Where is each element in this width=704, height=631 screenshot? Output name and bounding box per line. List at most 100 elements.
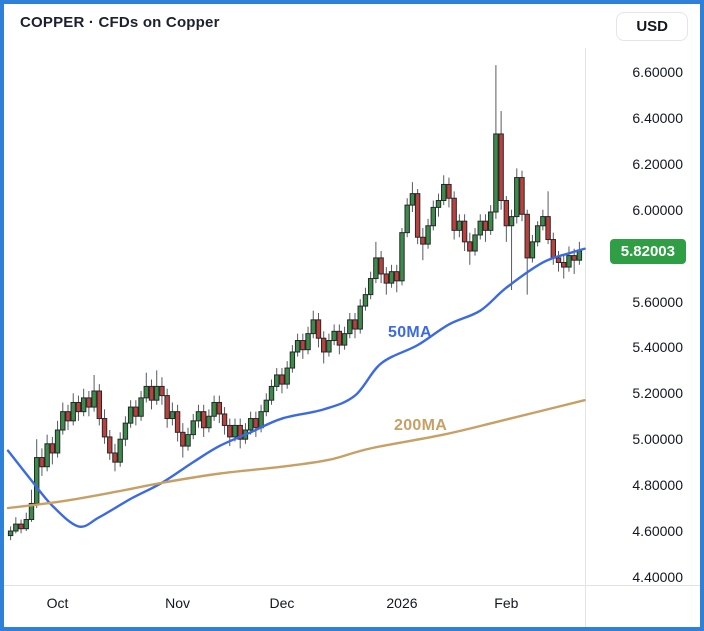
- candle-down: [96, 390, 103, 420]
- candle-up: [169, 411, 176, 420]
- candle-down: [555, 257, 562, 263]
- candle-up: [7, 530, 14, 537]
- candle-up: [154, 385, 160, 401]
- candle-up: [326, 340, 332, 353]
- page-title: COPPER · CFDs on Copper: [20, 14, 220, 31]
- candle-up: [294, 340, 301, 353]
- price-tick-label: 5.00000: [632, 431, 683, 448]
- candle-down: [519, 177, 525, 215]
- price-tick-label: 6.40000: [632, 109, 683, 126]
- candle-up: [28, 502, 35, 521]
- candle-up: [34, 457, 40, 504]
- candle-up: [13, 523, 19, 532]
- candle-down: [446, 183, 452, 199]
- price-axis[interactable]: 6.60000 6.40000 6.20000 6.00000 5.60000 5.400…: [586, 0, 704, 585]
- candle-down: [467, 241, 473, 252]
- candle-up: [70, 401, 76, 422]
- candle-down: [482, 220, 489, 231]
- candle-down: [451, 197, 457, 231]
- candle-up: [435, 200, 442, 208]
- candle-down: [253, 418, 259, 429]
- candle-down: [300, 340, 306, 351]
- candle-up: [425, 225, 431, 245]
- candle-down: [18, 523, 24, 530]
- time-axis[interactable]: Oct Nov Dec 2026 Feb: [0, 593, 704, 619]
- candle-down: [221, 413, 228, 426]
- candle-up: [404, 204, 410, 234]
- candle-down: [545, 216, 551, 241]
- candle-up: [117, 438, 123, 463]
- candle-down: [216, 401, 223, 415]
- candle-down: [75, 401, 82, 413]
- candle-down: [414, 193, 421, 238]
- candle-up: [347, 319, 353, 335]
- price-tick-label: 6.20000: [632, 155, 683, 172]
- candle-down: [159, 385, 165, 397]
- candle-down: [86, 397, 92, 408]
- candle-up: [477, 220, 483, 236]
- candle-down: [180, 431, 186, 447]
- ma-200-label: 200MA: [394, 417, 448, 434]
- candle-up: [247, 418, 254, 431]
- candle-up: [310, 319, 316, 335]
- ma-200-line: [6, 398, 586, 510]
- candle-down: [352, 319, 358, 330]
- price-tick-label: 6.60000: [632, 64, 683, 80]
- price-tick-label: 5.60000: [632, 293, 683, 310]
- candle-up: [529, 241, 536, 259]
- candle-down: [107, 436, 113, 454]
- candle-down: [237, 424, 243, 440]
- candle-down: [550, 239, 556, 259]
- candle-down: [461, 220, 468, 243]
- candle-down: [383, 273, 390, 284]
- candle-up: [493, 133, 499, 213]
- candle-down: [174, 411, 181, 433]
- candle-up: [409, 193, 416, 206]
- candle-up: [534, 225, 541, 243]
- candle-down: [49, 443, 56, 454]
- candle-down: [378, 257, 384, 275]
- candle-up: [508, 216, 515, 227]
- candle-up: [211, 401, 217, 417]
- ma-50-line: [6, 247, 586, 528]
- candle-down: [227, 424, 233, 438]
- price-tick-label: 6.00000: [632, 201, 683, 218]
- candle-up: [143, 385, 149, 399]
- candle-up: [274, 374, 280, 387]
- candle-down: [321, 337, 327, 353]
- candle-down: [561, 261, 567, 268]
- candle-down: [498, 133, 504, 202]
- candle-up: [195, 411, 202, 422]
- candle-up: [122, 422, 129, 440]
- currency-button[interactable]: USD: [616, 12, 688, 41]
- candle-down: [420, 236, 426, 245]
- candle-down: [503, 200, 510, 227]
- candle-up: [331, 330, 337, 342]
- candle-up: [268, 385, 275, 401]
- candle-up: [576, 250, 583, 261]
- candle-up: [289, 351, 296, 369]
- candle-up: [206, 415, 212, 429]
- candle-up: [23, 519, 29, 530]
- candle-down: [164, 395, 170, 420]
- candle-down: [571, 255, 577, 261]
- price-tick-label: 4.60000: [632, 523, 683, 539]
- time-tick-label: Dec: [269, 595, 295, 611]
- price-tick-label: 4.40000: [632, 568, 683, 585]
- candle-down: [394, 271, 400, 282]
- candle-up: [487, 211, 494, 231]
- candle-down: [524, 213, 530, 259]
- time-tick-label: Feb: [494, 595, 519, 611]
- candle-up: [341, 333, 348, 346]
- price-tick-label: 5.40000: [632, 339, 683, 356]
- candle-down: [133, 406, 139, 417]
- candle-up: [373, 257, 379, 280]
- candle-down: [315, 319, 322, 339]
- ma-50-label: 50MA: [388, 324, 432, 341]
- candle-up: [190, 420, 196, 436]
- candle-up: [514, 177, 520, 218]
- candle-down: [39, 457, 45, 468]
- candle-down: [279, 374, 285, 385]
- candle-up: [388, 271, 395, 284]
